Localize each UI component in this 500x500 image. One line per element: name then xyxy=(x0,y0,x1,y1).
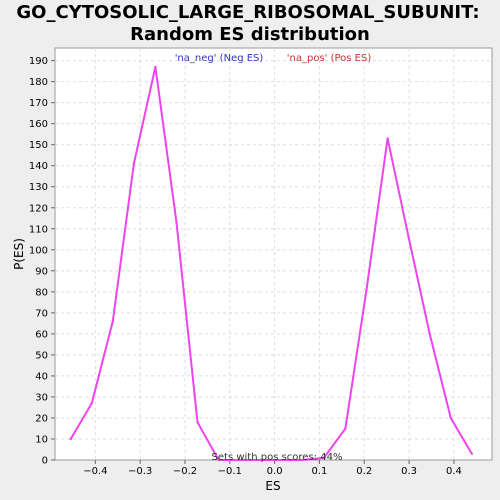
data-point xyxy=(365,288,368,291)
data-point xyxy=(259,458,262,462)
y-tick-label: 90 xyxy=(35,266,48,277)
chart-title-line2: Random ES distribution xyxy=(130,24,370,45)
y-tick-label: 70 xyxy=(35,308,48,319)
pos-scores-annotation: Sets with pos scores: 44% xyxy=(212,452,343,463)
data-point xyxy=(386,137,389,140)
y-tick-label: 120 xyxy=(29,203,48,214)
x-tick-label: 0.1 xyxy=(311,466,327,477)
x-tick-label: 0.4 xyxy=(446,466,462,477)
legend-neg-label: 'na_neg' (Neg ES) xyxy=(175,53,264,64)
data-point xyxy=(470,452,474,455)
legend-pos-label: 'na_pos' (Pos ES) xyxy=(287,53,372,64)
plot-area xyxy=(54,47,493,461)
x-tick-label: 0.3 xyxy=(401,466,417,477)
x-tick-label: −0.2 xyxy=(173,466,197,477)
x-tick-label: −0.3 xyxy=(128,466,152,477)
data-point xyxy=(90,402,93,405)
y-tick-label: 80 xyxy=(35,287,48,298)
data-point xyxy=(301,458,305,462)
data-point xyxy=(280,458,283,462)
data-point xyxy=(111,320,115,323)
y-tick-label: 20 xyxy=(35,413,48,424)
y-tick-label: 30 xyxy=(35,392,48,403)
data-point xyxy=(175,221,178,224)
chart-title-line1: GO_CYTOSOLIC_LARGE_RIBOSOMAL_SUBUNIT: xyxy=(16,2,479,23)
data-point xyxy=(154,65,157,69)
data-point xyxy=(428,332,431,336)
x-tick-label: −0.4 xyxy=(83,466,107,477)
data-point xyxy=(322,456,326,460)
data-point xyxy=(449,416,452,420)
y-tick-label: 150 xyxy=(29,140,48,151)
y-tick-label: 0 xyxy=(42,456,48,467)
y-tick-label: 50 xyxy=(35,350,48,361)
x-axis-label: ES xyxy=(265,479,280,493)
y-tick-label: 130 xyxy=(29,182,48,193)
data-point xyxy=(407,235,410,239)
data-point xyxy=(196,420,199,424)
y-tick-label: 100 xyxy=(29,245,48,256)
y-tick-label: 160 xyxy=(29,119,48,130)
data-points xyxy=(69,65,474,462)
data-point xyxy=(344,427,347,430)
y-axis-ticks: 0 10 20 30 40 50 60 70 80 90 100 110 120 130 140 150 160… xyxy=(29,56,55,467)
y-tick-label: 140 xyxy=(29,161,48,172)
data-point xyxy=(217,458,220,462)
y-tick-label: 110 xyxy=(29,224,48,235)
data-point xyxy=(238,458,241,462)
y-tick-label: 170 xyxy=(29,98,48,109)
x-axis-ticks: −0.4 −0.3 −0.2 −0.1 0.0 0.1 0.2 0.3 0.4 xyxy=(83,460,462,477)
data-point xyxy=(132,162,136,165)
y-tick-label: 40 xyxy=(35,371,48,382)
y-tick-label: 10 xyxy=(35,434,48,445)
x-tick-label: 0.0 xyxy=(267,466,283,477)
y-tick-label: 180 xyxy=(29,77,48,88)
y-tick-label: 190 xyxy=(29,56,48,67)
y-tick-label: 60 xyxy=(35,329,48,340)
data-point xyxy=(69,437,72,441)
x-tick-label: −0.1 xyxy=(218,466,242,477)
y-axis-label: P(ES) xyxy=(12,238,26,270)
es-distribution-line xyxy=(69,65,473,461)
x-tick-label: 0.2 xyxy=(356,466,372,477)
